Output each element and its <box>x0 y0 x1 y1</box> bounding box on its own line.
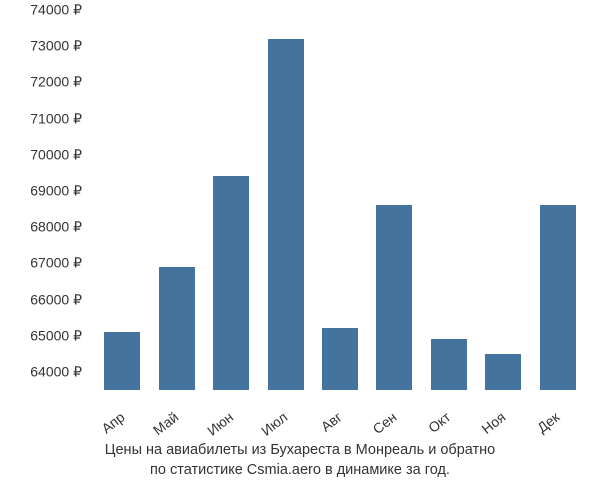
bar <box>540 205 576 390</box>
x-tick-label: Июн <box>204 409 236 439</box>
y-tick-label: 70000 ₽ <box>30 146 82 163</box>
x-tick-label: Авг <box>318 409 345 435</box>
y-tick-label: 72000 ₽ <box>30 74 82 91</box>
x-tick-label: Сен <box>369 409 399 437</box>
x-tick-label: Окт <box>425 409 453 436</box>
y-tick-label: 74000 ₽ <box>30 2 82 19</box>
y-axis: 64000 ₽ 65000 ₽ 66000 ₽ 67000 ₽ 68000 ₽ 69000… <box>0 10 90 390</box>
plot-area <box>95 10 585 390</box>
x-tick-label: Апр <box>98 409 127 437</box>
bar <box>213 176 249 390</box>
bar <box>104 332 140 390</box>
x-tick-label: Июл <box>258 409 290 439</box>
y-tick-label: 73000 ₽ <box>30 38 82 55</box>
x-tick-label: Дек <box>534 409 562 436</box>
y-tick-label: 64000 ₽ <box>30 363 82 380</box>
caption-line2: по статистике Csmia.aero в динамике за г… <box>150 462 450 478</box>
bar <box>431 339 467 390</box>
bar <box>159 267 195 390</box>
y-tick-label: 66000 ₽ <box>30 291 82 308</box>
bar <box>268 39 304 390</box>
chart-container <box>95 10 585 390</box>
bar <box>322 328 358 390</box>
y-tick-label: 68000 ₽ <box>30 219 82 236</box>
bar <box>376 205 412 390</box>
caption-line1: Цены на авиабилеты из Бухареста в Монреа… <box>105 442 495 458</box>
x-tick-label: Ноя <box>478 409 508 437</box>
bar <box>485 354 521 390</box>
y-tick-label: 69000 ₽ <box>30 182 82 199</box>
x-axis: АпрМайИюнИюлАвгСенОктНояДек <box>95 395 585 435</box>
y-tick-label: 71000 ₽ <box>30 110 82 127</box>
y-tick-label: 65000 ₽ <box>30 327 82 344</box>
y-tick-label: 67000 ₽ <box>30 255 82 272</box>
x-tick-label: Май <box>150 409 181 439</box>
chart-caption: Цены на авиабилеты из Бухареста в Монреа… <box>0 440 600 481</box>
